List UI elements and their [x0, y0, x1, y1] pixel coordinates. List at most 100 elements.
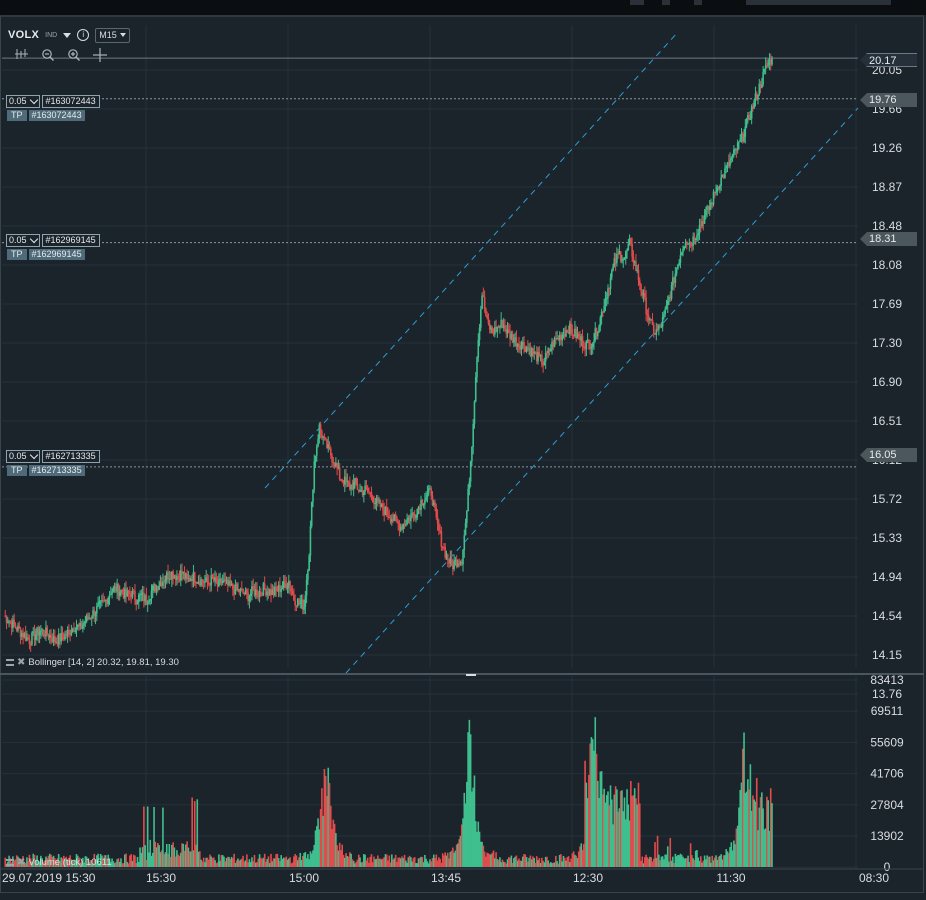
- candle-body: [492, 333, 495, 335]
- volume-bar: [281, 858, 284, 867]
- candle-body: [416, 509, 419, 518]
- volume-bar: [749, 764, 752, 867]
- order-0-label[interactable]: 0.05 #163072443: [6, 95, 100, 108]
- candle-body: [74, 630, 77, 632]
- candle-body: [346, 480, 349, 482]
- volume-bar: [570, 858, 572, 867]
- order-price-tag[interactable]: 18.31: [860, 232, 917, 246]
- volume-bar: [93, 853, 96, 867]
- volume-bar: [243, 861, 246, 867]
- candle-body: [135, 600, 138, 605]
- order-2-tp[interactable]: TP #162713335: [7, 465, 85, 476]
- volume-bar: [750, 810, 753, 867]
- volume-bar: [727, 853, 730, 867]
- volume-bar: [192, 850, 195, 867]
- order-0-tp[interactable]: TP #163072443: [7, 110, 85, 121]
- candle-body: [738, 141, 740, 143]
- bar-chart-icon[interactable]: [14, 48, 30, 62]
- price-axis-label: 18.87: [872, 180, 902, 194]
- candle-body: [731, 153, 734, 159]
- volume-bar: [647, 858, 650, 867]
- candle-body: [706, 205, 708, 210]
- volume-bar: [716, 859, 719, 867]
- order-price-tag[interactable]: 16.05: [860, 448, 917, 462]
- candle-body: [267, 591, 270, 595]
- volume-bar: [600, 771, 603, 867]
- volume-bar: [607, 791, 609, 867]
- order-volume-select[interactable]: 0.05: [6, 450, 40, 463]
- candle-body: [57, 633, 60, 645]
- candle-body: [717, 186, 720, 190]
- candle-body: [129, 593, 131, 595]
- crosshair-move-icon[interactable]: [92, 48, 108, 62]
- order-1-label[interactable]: 0.05 #162969145: [6, 234, 100, 247]
- order-id[interactable]: #163072443: [41, 95, 100, 108]
- volume-bar: [413, 857, 416, 867]
- order-volume-select[interactable]: 0.05: [6, 234, 40, 247]
- volume-bar: [279, 861, 281, 867]
- volume-bar: [708, 856, 711, 867]
- volume-bar: [571, 853, 574, 867]
- candle-body: [547, 348, 550, 353]
- title-bar-field[interactable]: [746, 0, 891, 5]
- zoom-out-icon[interactable]: [40, 48, 56, 62]
- candle-body: [309, 526, 312, 556]
- candle-body: [90, 617, 93, 619]
- window-button[interactable]: [662, 0, 670, 5]
- volume-bar: [202, 857, 205, 867]
- volume-bar: [651, 861, 654, 867]
- order-volume-select[interactable]: 0.05: [6, 95, 40, 108]
- volume-bar: [391, 854, 393, 867]
- volume-bar: [83, 862, 85, 867]
- candle-body: [178, 576, 181, 581]
- candle-body: [755, 93, 758, 100]
- symbol-name[interactable]: VOLX: [8, 29, 40, 41]
- window-button[interactable]: [630, 0, 644, 5]
- volume-legend[interactable]: ✖ Volume (tick) 10611: [6, 857, 112, 868]
- volume-bar: [694, 850, 697, 867]
- volume-bar: [698, 860, 701, 867]
- candle-body: [524, 347, 527, 352]
- volume-bar: [98, 863, 101, 867]
- indicator-menu-icon[interactable]: [6, 859, 14, 866]
- indicator-legend[interactable]: ✖ Bollinger [14, 2] 20.32, 19.81, 19.30: [6, 657, 179, 668]
- volume-bar: [172, 842, 174, 867]
- order-price-tag[interactable]: 19.76: [860, 93, 917, 107]
- zoom-in-icon[interactable]: [66, 48, 82, 62]
- order-1-tp[interactable]: TP #162969145: [7, 249, 85, 260]
- close-icon[interactable]: ✖: [17, 657, 26, 668]
- volume-bar: [23, 861, 26, 867]
- volume-bar: [174, 856, 177, 867]
- order-2-label[interactable]: 0.05 #162713335: [6, 450, 100, 463]
- candle-body: [558, 335, 561, 340]
- candle-body: [145, 595, 148, 605]
- candle-body: [188, 578, 191, 582]
- candle-body: [15, 627, 18, 631]
- order-id[interactable]: #162969145: [41, 234, 100, 247]
- timeframe-select[interactable]: M15: [95, 27, 130, 43]
- candle-body: [326, 439, 328, 449]
- close-icon[interactable]: ✖: [17, 857, 26, 868]
- window-button[interactable]: [694, 0, 702, 5]
- candle-body: [683, 246, 686, 250]
- candle-body: [106, 600, 108, 604]
- volume-bar: [491, 852, 494, 867]
- candle-body: [413, 514, 416, 518]
- volume-bar: [452, 847, 454, 867]
- candle-body: [149, 599, 152, 601]
- candle-body: [396, 517, 398, 522]
- candle-body: [370, 492, 373, 497]
- candle-body: [553, 338, 556, 347]
- volume-bar: [21, 862, 23, 867]
- info-icon[interactable]: i: [77, 29, 90, 41]
- candle-body: [56, 641, 59, 645]
- volume-bar: [743, 732, 745, 867]
- volume-bar: [440, 862, 443, 867]
- candle-body: [136, 602, 139, 605]
- volume-bar: [408, 855, 411, 867]
- indicator-menu-icon[interactable]: [6, 659, 14, 666]
- order-id[interactable]: #162713335: [41, 450, 100, 463]
- symbol-dropdown-icon[interactable]: [63, 32, 72, 38]
- volume-bar: [59, 861, 61, 867]
